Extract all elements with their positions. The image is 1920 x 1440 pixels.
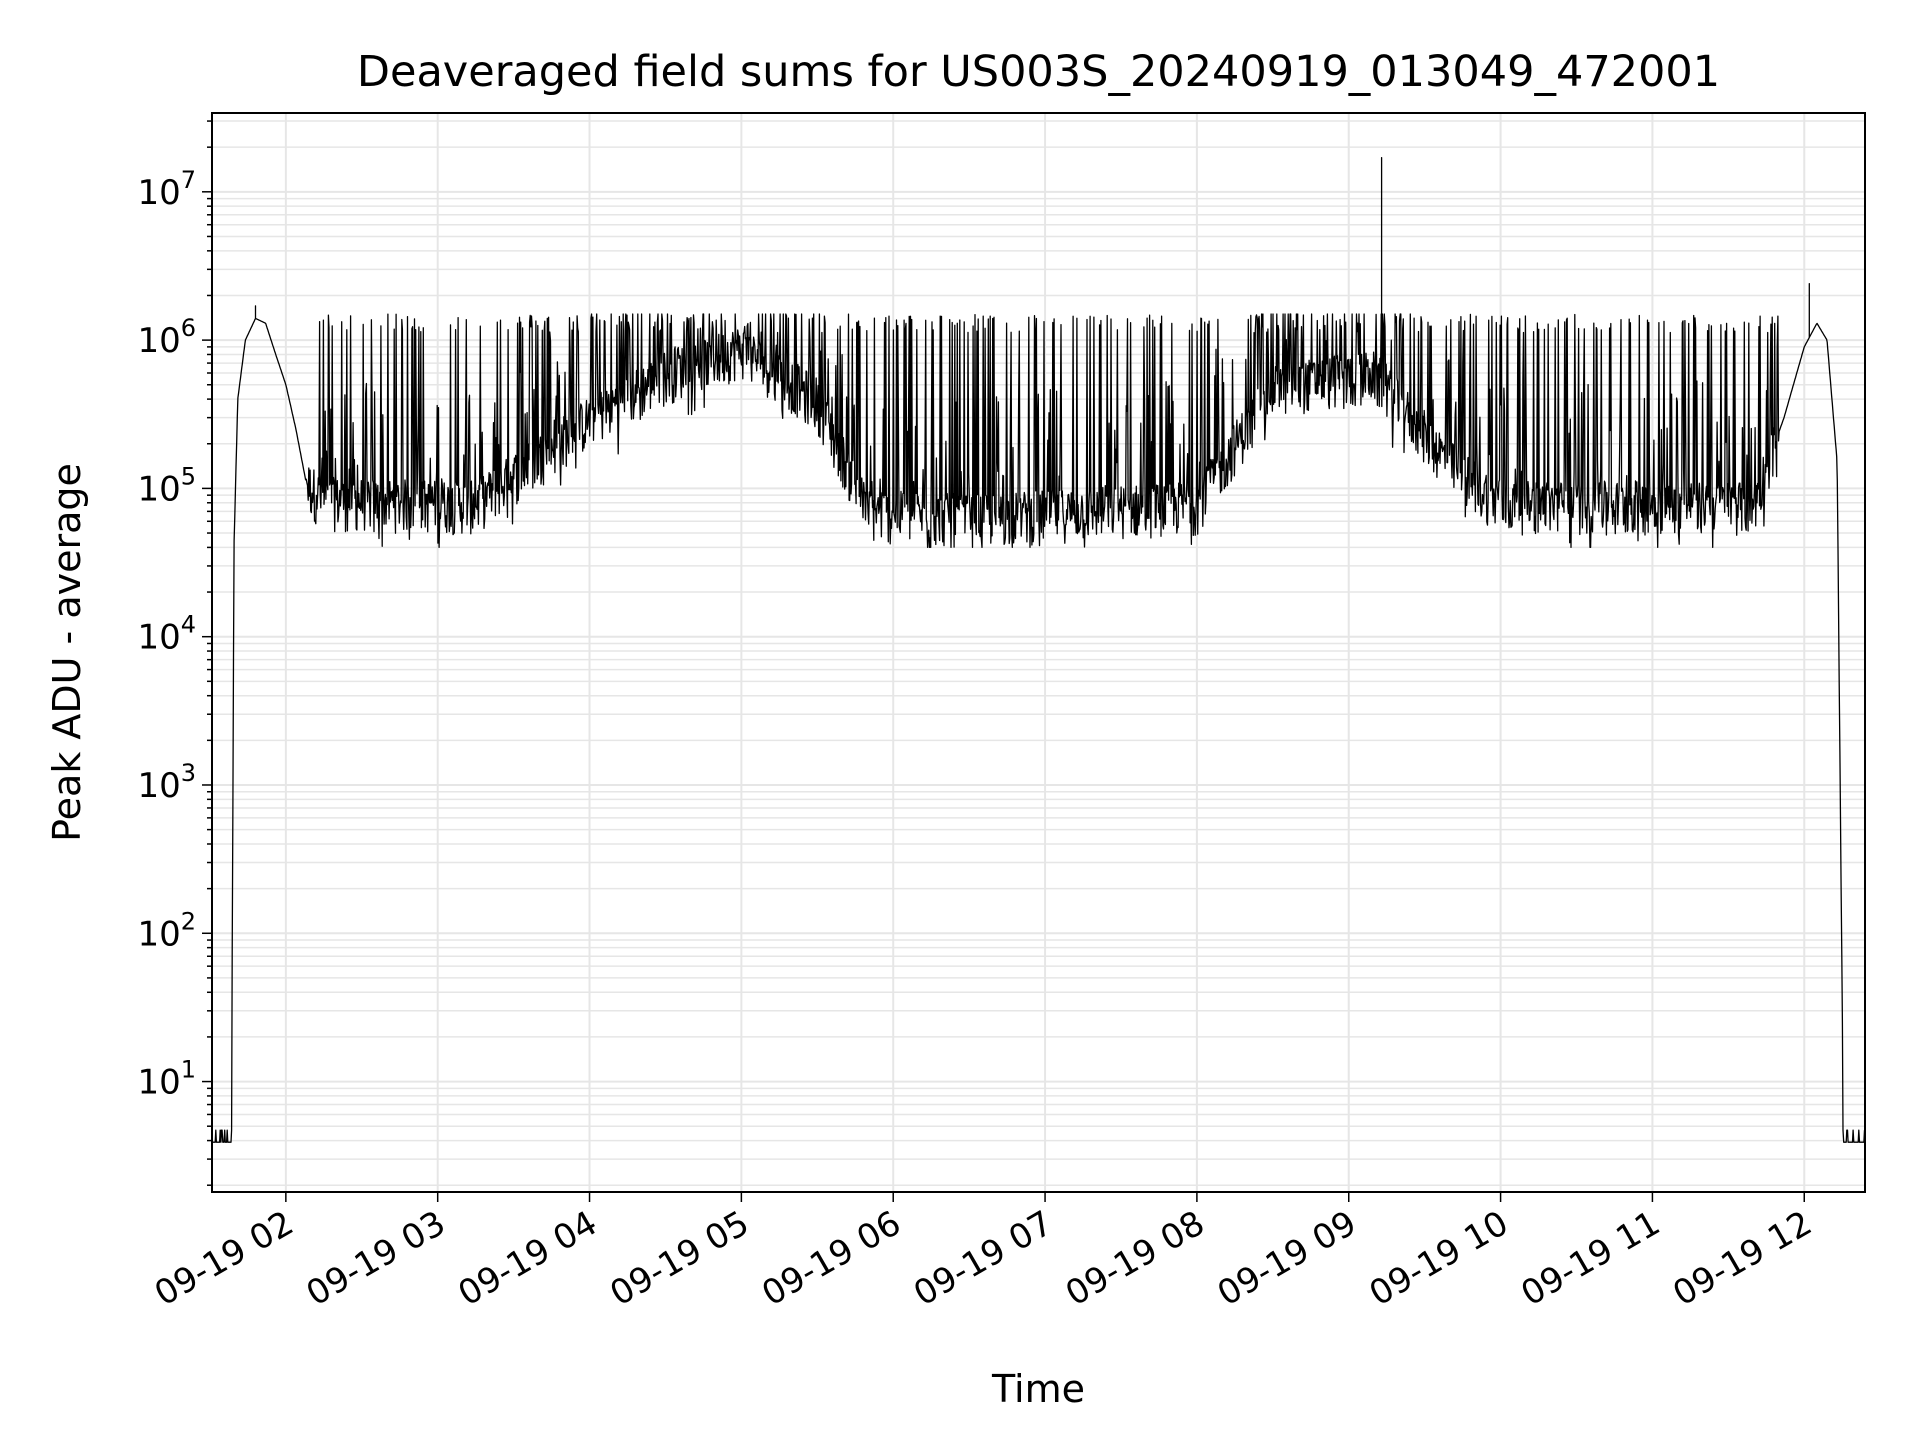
y-tick-label: 105	[137, 462, 196, 509]
y-tick-label: 107	[137, 166, 196, 213]
plot-frame	[211, 112, 1866, 1193]
y-tick-base: 10	[137, 914, 180, 954]
y-tick-base: 10	[137, 618, 180, 658]
y-tick-base: 10	[137, 1063, 180, 1103]
y-tick-base: 10	[137, 766, 180, 806]
series-line	[211, 156, 1866, 1143]
y-tick-base: 10	[137, 173, 180, 213]
y-tick-label: 103	[137, 759, 196, 806]
data-series	[211, 156, 1866, 1143]
y-tick-exponent: 1	[181, 1056, 196, 1084]
y-tick-base: 10	[137, 469, 180, 509]
x-axis-label: Time	[991, 1367, 1085, 1411]
y-tick-exponent: 7	[181, 166, 196, 194]
y-tick-label: 101	[137, 1056, 196, 1103]
y-tick-exponent: 2	[181, 907, 196, 935]
y-tick-label: 102	[137, 907, 196, 954]
chart-title: Deaveraged field sums for US003S_2024091…	[357, 47, 1720, 97]
y-tick-base: 10	[137, 321, 180, 361]
y-tick-exponent: 3	[181, 759, 196, 787]
y-tick-exponent: 6	[181, 314, 196, 342]
y-tick-label: 104	[137, 611, 196, 658]
y-axis-label: Peak ADU - average	[45, 463, 89, 842]
y-tick-exponent: 5	[181, 462, 196, 490]
y-tick-label: 106	[137, 314, 196, 361]
grid	[212, 113, 1865, 1192]
y-tick-exponent: 4	[181, 611, 196, 639]
